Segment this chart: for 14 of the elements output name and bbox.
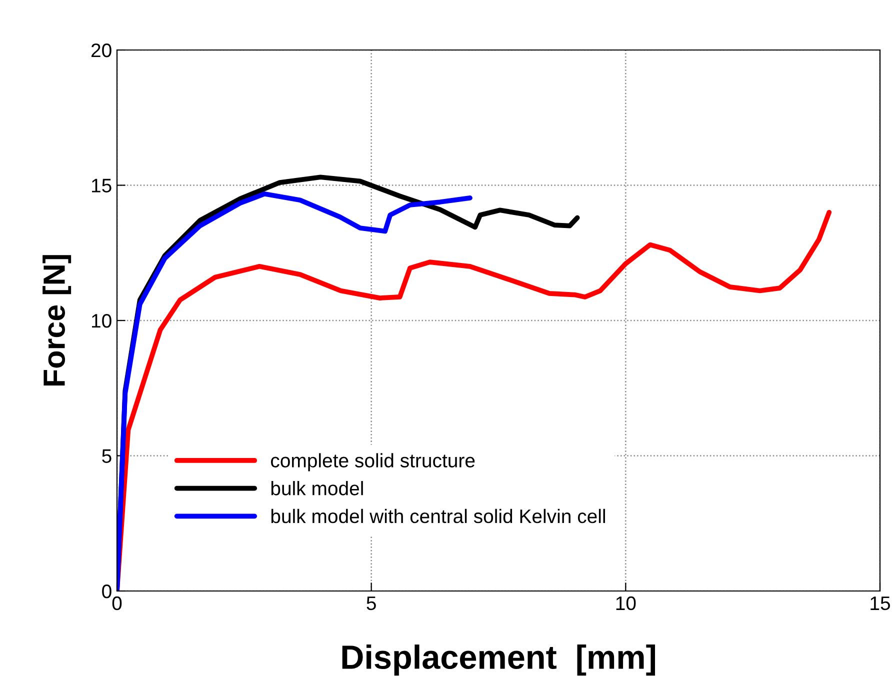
x-tick-label: 5 — [366, 596, 376, 610]
legend-label: bulk model with central solid Kelvin cell — [271, 508, 605, 524]
x-axis-title: Displacement [mm] — [342, 644, 656, 676]
legend-label: bulk model — [271, 481, 363, 496]
x-tick-label: 10 — [616, 596, 636, 610]
legend-label: complete solid structure — [270, 453, 475, 472]
x-tick-label: 15 — [870, 596, 890, 610]
y-tick-label: 5 — [102, 449, 112, 463]
y-tick-label: 20 — [91, 43, 112, 58]
y-tick-label: 10 — [92, 314, 112, 328]
y-axis-title: Force [N] — [42, 255, 72, 386]
y-tick-label: 0 — [102, 584, 112, 598]
x-tick-label: 0 — [112, 596, 122, 610]
y-tick-label: 15 — [92, 178, 112, 192]
